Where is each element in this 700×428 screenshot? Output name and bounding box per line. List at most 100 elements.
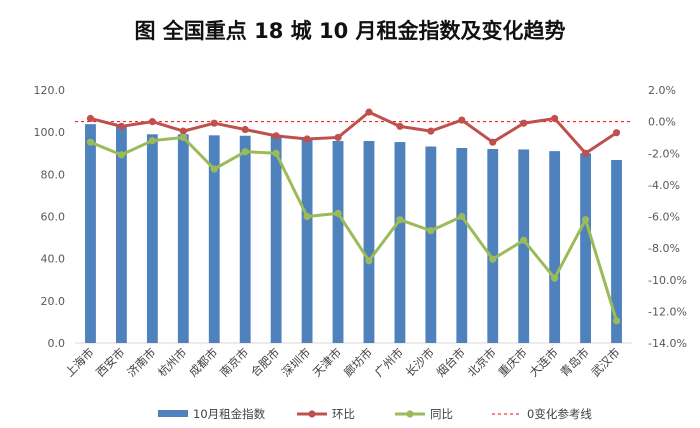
- axes: 0.0 20.0 40.0 60.0 80.0 100.0 120.0 2.0% 0.0% -2.…: [34, 84, 687, 350]
- data-point: [303, 135, 311, 143]
- data-point: [148, 118, 156, 126]
- x-tick-label: 成都市: [186, 345, 220, 379]
- bar: [363, 141, 375, 343]
- legend-marker: [308, 410, 316, 418]
- data-point: [303, 212, 311, 221]
- x-tick-label: 廊坊市: [341, 345, 375, 379]
- y-right-tick-label: -6.0%: [648, 211, 680, 224]
- data-point: [365, 257, 373, 265]
- data-point: [272, 132, 280, 140]
- legend-label: 0变化参考线: [527, 407, 592, 421]
- bar: [394, 142, 406, 343]
- series-line: [89, 135, 618, 322]
- legend-label: 环比: [332, 407, 355, 421]
- x-tick-label: 重庆市: [496, 345, 530, 379]
- y-right-tick-label: -10.0%: [648, 274, 687, 287]
- x-tick-label: 合肥市: [248, 345, 282, 379]
- x-tick-label: 青岛市: [557, 345, 591, 379]
- bar: [177, 134, 189, 343]
- bar: [239, 135, 251, 343]
- data-point: [427, 127, 435, 135]
- data-point: [396, 216, 404, 224]
- bar: [301, 138, 313, 343]
- x-tick-label: 济南市: [124, 345, 158, 379]
- x-tick-label: 广州市: [372, 345, 406, 379]
- y-left-tick-label: 0.0: [48, 337, 66, 350]
- bar: [85, 124, 96, 343]
- x-tick-label: 长沙市: [403, 345, 437, 379]
- x-tick-label: 上海市: [62, 345, 96, 379]
- bar: [611, 159, 622, 343]
- data-point: [334, 133, 342, 142]
- y-left-tick-label: 60.0: [41, 211, 66, 224]
- x-tick-label: 大连市: [526, 345, 560, 379]
- bar: [425, 146, 437, 343]
- data-point: [612, 129, 621, 137]
- data-point: [520, 236, 528, 244]
- bar: [518, 149, 530, 343]
- data-point: [117, 151, 126, 159]
- data-point: [210, 165, 218, 173]
- data-point: [427, 227, 435, 235]
- data-point: [179, 133, 187, 142]
- x-tick-label: 烟台市: [434, 345, 468, 379]
- y-right-tick-label: 0.0%: [648, 116, 676, 129]
- data-point: [365, 108, 373, 116]
- x-tick-label: 北京市: [465, 345, 499, 379]
- data-point: [148, 137, 156, 145]
- data-point: [241, 148, 249, 156]
- y-left-tick-label: 80.0: [41, 168, 66, 181]
- data-point: [581, 149, 590, 157]
- y-right-tick-label: 2.0%: [648, 84, 676, 97]
- bar-series: [85, 124, 622, 343]
- data-point: [334, 209, 342, 217]
- data-point: [272, 149, 280, 157]
- bar: [270, 136, 282, 343]
- legend: 10月租金指数 环比 同比 0变化参考线: [158, 407, 592, 421]
- bar: [116, 124, 127, 343]
- data-point: [458, 116, 466, 124]
- data-point: [117, 122, 126, 130]
- data-point: [241, 125, 249, 134]
- y-left-tick-label: 20.0: [41, 295, 66, 308]
- y-right-tick-label: -2.0%: [648, 147, 680, 160]
- bar: [332, 141, 344, 343]
- y-left-tick-label: 40.0: [41, 253, 66, 266]
- data-point: [396, 122, 404, 130]
- data-point: [179, 127, 187, 135]
- series-line: [90, 110, 618, 155]
- y-right-tick-label: -14.0%: [648, 337, 687, 350]
- x-tick-label: 武汉市: [588, 345, 622, 379]
- data-point: [581, 216, 590, 224]
- chart-title: 图 全国重点 18 城 10 月租金指数及变化趋势: [134, 19, 565, 43]
- x-tick-label: 西安市: [93, 345, 127, 379]
- data-point: [210, 119, 218, 127]
- data-point: [86, 114, 95, 123]
- y-left-tick-label: 120.0: [34, 84, 66, 97]
- bar: [580, 153, 591, 343]
- bar: [146, 134, 158, 343]
- legend-marker: [406, 410, 414, 418]
- x-tick-label: 深圳市: [279, 345, 313, 379]
- y-right-tick-label: -4.0%: [648, 179, 680, 192]
- data-point: [489, 138, 497, 146]
- bar: [487, 149, 499, 343]
- legend-swatch: [158, 410, 188, 417]
- data-point: [612, 317, 621, 325]
- y-left-tick-label: 100.0: [34, 126, 66, 139]
- bar: [456, 147, 468, 343]
- x-tick-label: 天津市: [310, 345, 344, 379]
- data-point: [551, 114, 559, 123]
- x-tick-label: 杭州市: [155, 345, 189, 379]
- bar: [549, 151, 561, 343]
- data-point: [86, 138, 95, 146]
- legend-label: 10月租金指数: [193, 407, 266, 421]
- y-right-tick-label: -12.0%: [648, 305, 687, 318]
- data-point: [520, 119, 528, 127]
- data-point: [458, 212, 466, 221]
- line-series: [86, 108, 621, 325]
- legend-label: 同比: [430, 407, 453, 421]
- bar: [208, 135, 220, 343]
- y-right-tick-label: -8.0%: [648, 242, 680, 255]
